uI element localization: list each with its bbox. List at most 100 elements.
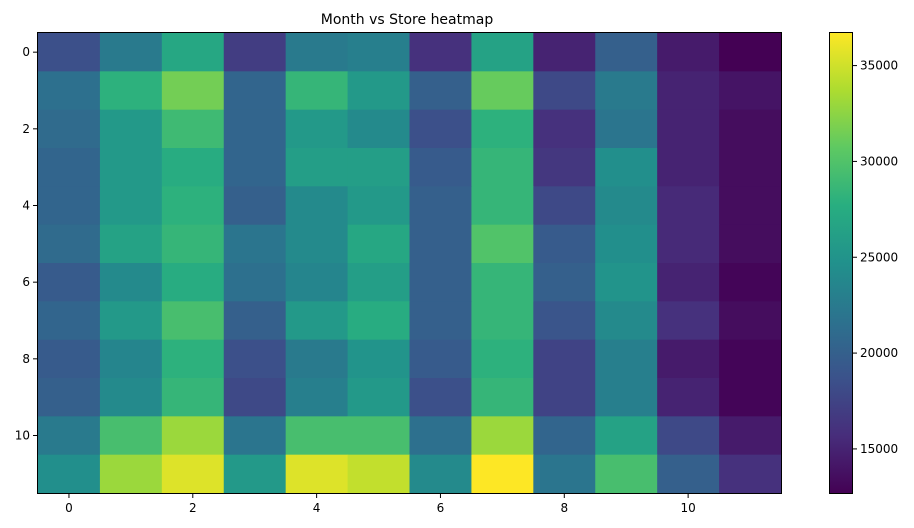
heatmap-cell — [99, 416, 163, 456]
x-tick-label: 0 — [65, 501, 73, 515]
colorbar-tick-label: 30000 — [860, 154, 898, 168]
heatmap-cell — [223, 71, 287, 111]
heatmap-cell — [533, 263, 596, 302]
heatmap-cell — [533, 301, 596, 341]
heatmap-cell — [719, 378, 782, 417]
x-tick-label: 8 — [560, 501, 568, 515]
heatmap-cell — [533, 33, 596, 72]
heatmap-cell — [471, 109, 534, 149]
heatmap-cell — [657, 224, 720, 264]
colorbar-tick-label: 35000 — [860, 59, 898, 73]
heatmap-cell — [595, 224, 658, 264]
heatmap-cell — [99, 71, 163, 111]
colorbar-tick-label: 25000 — [860, 250, 898, 264]
heatmap-cell — [347, 71, 411, 111]
heatmap-cell — [595, 71, 658, 111]
y-axis: 0 2 4 6 8 10 — [15, 45, 38, 443]
x-tick-label: 2 — [189, 501, 197, 515]
heatmap-cell — [471, 416, 534, 456]
heatmap-cell — [657, 148, 720, 187]
y-tick-label: 10 — [15, 429, 30, 443]
x-tick-label: 6 — [437, 501, 445, 515]
heatmap-cell — [285, 186, 349, 226]
heatmap-cell — [471, 263, 534, 302]
heatmap-cell — [38, 301, 101, 341]
colorbar-tick-label: 20000 — [860, 346, 898, 360]
heatmap-cell — [595, 186, 658, 226]
heatmap-cell — [223, 33, 287, 72]
heatmap-cell — [223, 454, 287, 494]
heatmap-cell — [657, 339, 720, 379]
heatmap-cell — [533, 71, 596, 111]
heatmap-cell — [161, 148, 225, 187]
plot-frame — [37, 32, 782, 494]
heatmap-cell — [285, 224, 349, 264]
heatmap-cell — [595, 416, 658, 456]
heatmap-cell — [38, 263, 101, 302]
heatmap-cell — [347, 224, 411, 264]
heatmap-cell — [285, 148, 349, 187]
heatmap-cell — [409, 339, 473, 379]
heatmap-cell — [471, 71, 534, 111]
heatmap-cell — [409, 301, 473, 341]
heatmap-cell — [347, 301, 411, 341]
colorbar — [829, 32, 853, 494]
heatmap-cells — [38, 33, 782, 494]
heatmap-cell — [595, 454, 658, 494]
heatmap-cell — [347, 33, 411, 72]
heatmap-cell — [161, 224, 225, 264]
heatmap-cell — [533, 224, 596, 264]
heatmap-cell — [347, 109, 411, 149]
heatmap-cell — [161, 109, 225, 149]
heatmap-cell — [471, 33, 534, 72]
heatmap-cell — [595, 33, 658, 72]
heatmap-cell — [595, 109, 658, 149]
heatmap-cell — [719, 186, 782, 226]
heatmap-cell — [99, 378, 163, 417]
heatmap-cell — [595, 339, 658, 379]
heatmap-cell — [471, 186, 534, 226]
heatmap-cell — [595, 148, 658, 187]
heatmap-cell — [161, 71, 225, 111]
x-tick-label: 10 — [680, 501, 695, 515]
heatmap-cell — [471, 339, 534, 379]
heatmap-cell — [99, 109, 163, 149]
heatmap-cell — [657, 263, 720, 302]
heatmap-cell — [533, 186, 596, 226]
heatmap-cell — [99, 301, 163, 341]
heatmap-cell — [285, 339, 349, 379]
heatmap-cell — [657, 454, 720, 494]
heatmap-cell — [471, 301, 534, 341]
heatmap-cell — [285, 454, 349, 494]
chart-title: Month vs Store heatmap — [321, 12, 494, 28]
heatmap-cell — [533, 416, 596, 456]
y-tick-label: 2 — [22, 122, 30, 136]
heatmap-cell — [533, 339, 596, 379]
heatmap-cell — [719, 454, 782, 494]
heatmap-cell — [161, 301, 225, 341]
heatmap-cell — [38, 148, 101, 187]
heatmap-cell — [38, 186, 101, 226]
heatmap-cell — [223, 224, 287, 264]
heatmap-cell — [719, 416, 782, 456]
heatmap-cell — [719, 109, 782, 149]
heatmap-cell — [347, 416, 411, 456]
x-tick-label: 4 — [313, 501, 321, 515]
heatmap-cell — [533, 454, 596, 494]
heatmap-cell — [533, 148, 596, 187]
heatmap-cell — [223, 109, 287, 149]
heatmap-cell — [471, 224, 534, 264]
heatmap-cell — [38, 378, 101, 417]
heatmap-cell — [161, 263, 225, 302]
heatmap-cell — [161, 186, 225, 226]
heatmap-cell — [657, 109, 720, 149]
heatmap-cell — [471, 378, 534, 417]
heatmap-cell — [285, 109, 349, 149]
heatmap-cell — [595, 301, 658, 341]
heatmap-cell — [285, 263, 349, 302]
heatmap-cell — [347, 148, 411, 187]
heatmap-cell — [409, 186, 473, 226]
heatmap-cell — [99, 454, 163, 494]
heatmap-cell — [657, 71, 720, 111]
heatmap-cell — [409, 224, 473, 264]
